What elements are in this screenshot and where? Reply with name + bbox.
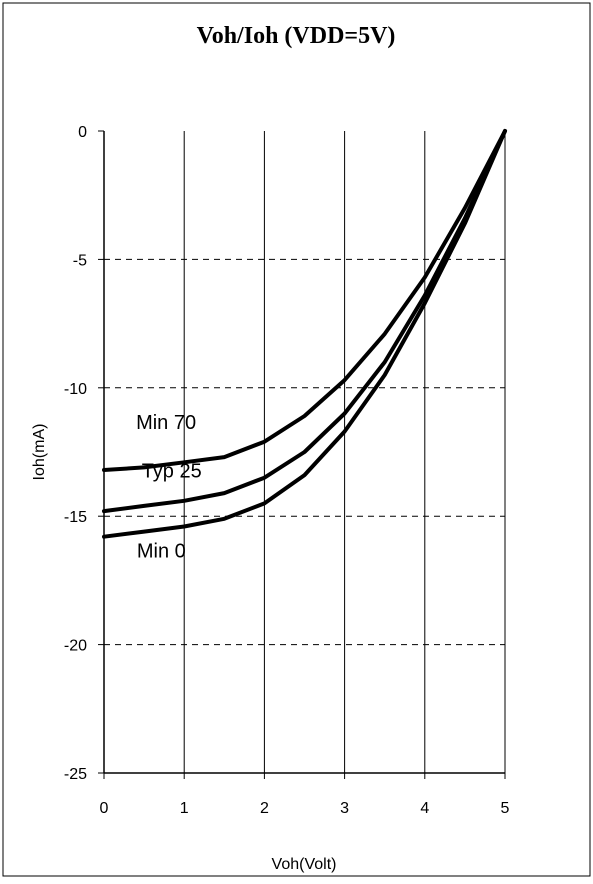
y-tick-label-5: -25 [64,766,87,783]
x-tick-label-0: 0 [100,800,109,817]
y-tick-label-2: -10 [64,381,87,398]
x-tick-label-1: 1 [180,800,189,817]
series-label-0: Min 70 [136,412,196,434]
x-tick-label-4: 4 [420,800,429,817]
tick-labels: 0 1 2 3 4 5 0 -5 -10 -15 -20 -25 [64,124,510,817]
x-tick-label-2: 2 [260,800,269,817]
grid [104,131,505,773]
x-tick-label-5: 5 [501,800,510,817]
y-tick-label-3: -15 [64,509,87,526]
series-line-0 [102,129,507,472]
series-line-1 [102,129,507,514]
series-line-2 [102,129,507,539]
series-label-1: Typ 25 [142,461,202,483]
x-axis-label: Voh(Volt) [272,856,337,873]
y-tick-label-1: -5 [73,252,87,269]
chart-title: Voh/Ioh (VDD=5V) [197,23,396,49]
plot-area [98,130,506,779]
y-tick-label-4: -20 [64,638,87,655]
y-axis-label: Ioh(mA) [31,424,48,481]
series-group [102,129,507,539]
series-labels: Min 70 Typ 25 Min 0 [136,412,202,562]
y-tick-label-0: 0 [78,124,87,141]
series-label-2: Min 0 [137,540,186,562]
x-tick-label-3: 3 [340,800,349,817]
